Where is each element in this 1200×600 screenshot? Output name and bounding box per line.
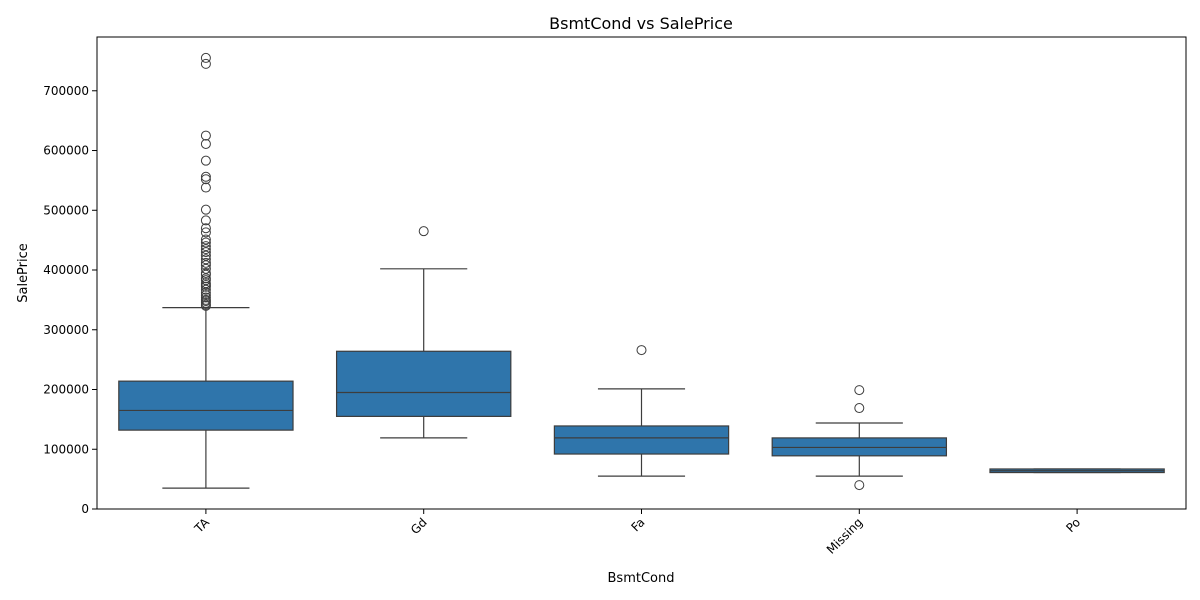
outlier-point bbox=[854, 385, 865, 396]
outlier-point bbox=[200, 257, 211, 268]
outlier-point bbox=[418, 226, 429, 237]
outlier-point bbox=[200, 182, 211, 193]
outlier-point bbox=[200, 260, 211, 271]
outlier-point bbox=[200, 171, 211, 182]
outlier-point bbox=[200, 130, 211, 141]
outlier-point bbox=[200, 223, 211, 234]
y-tick-label: 0 bbox=[81, 502, 89, 516]
y-tick-label: 200000 bbox=[43, 383, 89, 397]
outlier-point bbox=[200, 174, 211, 185]
outlier-point bbox=[854, 480, 865, 491]
outlier-point bbox=[200, 215, 211, 226]
outlier-point bbox=[200, 284, 211, 295]
y-tick-label: 400000 bbox=[43, 263, 89, 277]
box-group-po bbox=[989, 468, 1165, 474]
box-group-gd bbox=[335, 226, 512, 439]
y-axis-label: SalePrice bbox=[16, 243, 31, 303]
outlier-point bbox=[200, 247, 211, 258]
plot-frame bbox=[96, 36, 1187, 510]
outlier-point bbox=[200, 244, 211, 255]
outlier-point bbox=[200, 292, 211, 303]
outlier-point bbox=[854, 403, 865, 414]
box-group-missing bbox=[771, 385, 948, 491]
plot-area bbox=[118, 52, 1165, 491]
box bbox=[335, 350, 512, 417]
outlier-point bbox=[200, 254, 211, 265]
outlier-point bbox=[200, 268, 211, 278]
box bbox=[553, 425, 730, 455]
box bbox=[118, 380, 294, 431]
outlier-point bbox=[200, 204, 211, 215]
outlier-point bbox=[200, 227, 211, 238]
outlier-point bbox=[200, 52, 211, 63]
y-axis: 0 100000 200000 300000 400000 500000 600000 700… bbox=[43, 84, 97, 516]
outlier-point bbox=[200, 294, 211, 305]
outlier-point bbox=[200, 138, 211, 149]
box-group-fa bbox=[553, 345, 730, 477]
outlier-point bbox=[200, 155, 211, 166]
outlier-point bbox=[200, 58, 211, 69]
outlier-point bbox=[200, 263, 211, 274]
outlier-point bbox=[200, 287, 211, 298]
outlier-point bbox=[200, 290, 211, 301]
outlier-point bbox=[200, 250, 211, 261]
box-group-ta bbox=[118, 52, 294, 489]
outlier-point bbox=[200, 241, 211, 252]
y-tick-label: 500000 bbox=[43, 203, 89, 217]
outlier-point bbox=[200, 234, 211, 245]
outlier-point bbox=[200, 278, 211, 289]
outlier-point bbox=[200, 273, 211, 284]
chart-title: BsmtCond vs SalePrice bbox=[549, 14, 733, 33]
y-tick-label: 700000 bbox=[43, 84, 89, 98]
y-tick-label: 100000 bbox=[43, 442, 89, 456]
y-tick-label: 600000 bbox=[43, 144, 89, 158]
outlier-point bbox=[636, 345, 647, 356]
x-axis-label: BsmtCond bbox=[608, 571, 675, 586]
outlier-point bbox=[200, 237, 211, 248]
y-tick-label: 300000 bbox=[43, 323, 89, 337]
